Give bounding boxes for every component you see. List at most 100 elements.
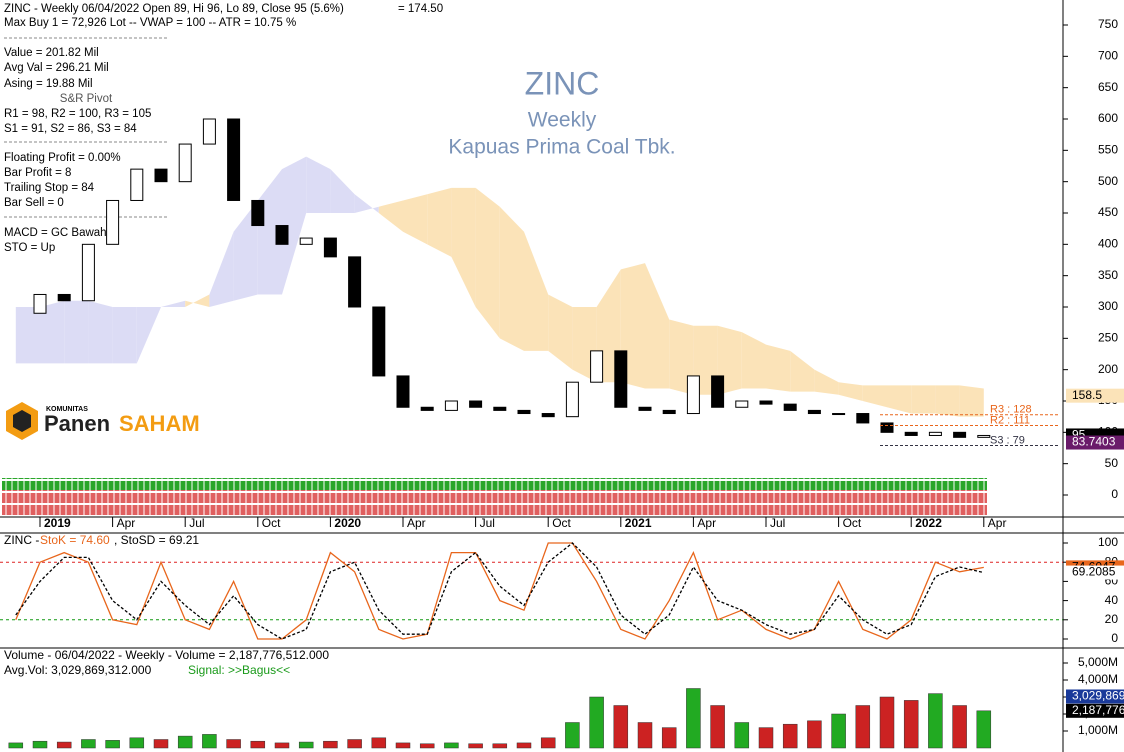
volume-bar xyxy=(468,743,483,749)
candle xyxy=(856,413,870,424)
cloud-segment xyxy=(427,187,452,257)
value-marker xyxy=(1066,388,1124,403)
y-tick-label: 450 xyxy=(1098,205,1118,219)
cloud-segment xyxy=(40,300,65,364)
volume-bar xyxy=(56,741,72,749)
volume-bar xyxy=(710,705,725,749)
candle xyxy=(662,409,676,415)
x-tick-label: 2019 xyxy=(44,516,71,530)
candle xyxy=(928,431,942,436)
volume-bar xyxy=(613,705,629,749)
x-tick-label: Apr xyxy=(407,516,426,530)
x-tick-label: Apr xyxy=(697,516,716,530)
volume-bar xyxy=(32,740,48,749)
volume-bar xyxy=(81,739,96,749)
volume-bar xyxy=(274,742,290,749)
y-tick-label: 200 xyxy=(1098,362,1118,376)
stoch-line xyxy=(15,542,984,640)
candle xyxy=(493,406,507,411)
y-tick-label: 5,000M xyxy=(1078,655,1118,669)
logo-text: KOMUNITAS xyxy=(46,406,88,413)
value-marker-label: 2,187,776 xyxy=(1072,703,1124,717)
volume-bar xyxy=(371,737,387,749)
info: Bar Profit = 8 xyxy=(4,167,71,179)
value-marker xyxy=(1066,689,1124,704)
y-tick-label: 1,000M xyxy=(1078,723,1118,737)
volume-bar xyxy=(637,722,653,749)
x-tick-label: 2021 xyxy=(625,516,652,530)
candle xyxy=(372,306,386,377)
x-tick-label: Apr xyxy=(988,516,1007,530)
candle xyxy=(614,350,628,408)
volume-bar xyxy=(831,713,846,749)
cloud-segment xyxy=(838,382,863,401)
volume-title: Volume - 06/04/2022 - Weekly - Volume = … xyxy=(4,648,329,662)
logo-text: SAHAM xyxy=(119,411,200,436)
candle xyxy=(735,400,749,408)
cloud-segment xyxy=(887,385,912,414)
volume-bar xyxy=(807,720,822,749)
candle xyxy=(348,256,362,308)
cloud-segment xyxy=(185,294,210,307)
volume-bar xyxy=(250,740,266,749)
cloud-segment xyxy=(499,206,524,351)
cloud-segment xyxy=(790,350,815,392)
y-tick-label: 40 xyxy=(1105,593,1119,607)
pivot-label: R2 : 111 xyxy=(990,414,1030,426)
candle xyxy=(711,375,725,408)
x-tick-label: Apr xyxy=(117,516,136,530)
candle xyxy=(977,434,991,438)
x-tick-label: Jul xyxy=(770,516,785,530)
candle xyxy=(590,350,604,383)
candle xyxy=(904,431,918,436)
info: Trailing Stop = 84 xyxy=(4,182,95,194)
volume-bar xyxy=(8,742,24,749)
y-tick-label: 650 xyxy=(1098,80,1118,94)
signal-row xyxy=(2,478,987,490)
cloud-segment xyxy=(451,187,476,307)
candle xyxy=(202,118,216,145)
candle xyxy=(541,413,555,418)
logo: KOMUNITAS Panen SAHAM xyxy=(6,402,200,440)
cloud-segment xyxy=(741,332,766,389)
x-tick-label: Jul xyxy=(189,516,204,530)
volume-title: Signal: >>Bagus<< xyxy=(188,663,290,677)
y-tick-label: 700 xyxy=(1098,49,1118,63)
volume-bar xyxy=(903,700,919,749)
volume-bar xyxy=(589,696,604,749)
y-tick-label: 20 xyxy=(1105,612,1119,626)
candle xyxy=(686,375,700,415)
volume-bar xyxy=(129,737,145,749)
volume-bar xyxy=(419,743,435,749)
y-tick-label: 500 xyxy=(1098,174,1118,188)
volume-bar xyxy=(516,742,532,749)
volume-bar xyxy=(661,727,677,749)
company-name: Kapuas Prima Coal Tbk. xyxy=(448,136,675,159)
volume-bar xyxy=(105,740,120,749)
cloud-segment xyxy=(209,231,234,307)
value-marker-label: 158.5 xyxy=(1072,388,1102,402)
stoch-title: , StoSD = 69.21 xyxy=(114,533,199,547)
candle xyxy=(57,293,71,302)
candle xyxy=(469,400,483,408)
y-tick-label: 4,000M xyxy=(1078,672,1118,686)
volume-bar xyxy=(879,696,895,749)
candle xyxy=(33,293,47,314)
value-marker xyxy=(1066,435,1124,450)
y-tick-label: 350 xyxy=(1098,268,1118,282)
candle xyxy=(81,243,95,302)
candle xyxy=(275,225,289,245)
volume-bar xyxy=(177,735,193,749)
cloud-segment xyxy=(161,300,186,307)
volume-bar xyxy=(565,722,580,749)
cloud-segment xyxy=(403,194,428,245)
pivot-label: S3 : 79 xyxy=(990,434,1025,446)
candle xyxy=(880,422,894,433)
cloud-segment xyxy=(330,169,355,213)
cloud-segment xyxy=(306,156,331,213)
y-tick-label: 300 xyxy=(1098,299,1118,313)
candle xyxy=(517,409,531,415)
y-tick-label: 0 xyxy=(1111,487,1118,501)
candle xyxy=(565,381,579,418)
x-tick-label: Jul xyxy=(480,516,495,530)
